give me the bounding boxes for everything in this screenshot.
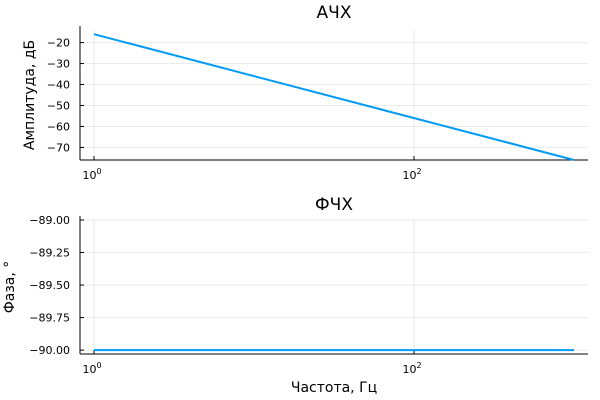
y-tick-label: −60: [47, 120, 70, 133]
chart-title: АЧХ: [317, 3, 352, 23]
y-tick-label: −30: [47, 58, 70, 71]
y-tick-label: −50: [47, 99, 70, 112]
y-tick-label: −89.25: [29, 247, 70, 260]
chart-title: ФЧХ: [315, 195, 353, 215]
series-line: [93, 33, 575, 161]
phase-panel: −89.00 −89.25 −89.50 −89.75 −90.00 100 102 ФЧХ Ф…: [2, 195, 588, 396]
magnitude-panel: −20 −30 −40 −50 −60 −70 100 102 АЧХ Амплитуда, дБ: [22, 3, 588, 182]
x-tick-label: 100: [82, 361, 101, 376]
y-tick-label: −89.75: [29, 312, 70, 325]
y-tick-label: −40: [47, 79, 70, 92]
x-tick-label: 100: [82, 167, 101, 182]
y-axis-label: Фаза, °: [2, 261, 18, 314]
y-tick-label: −20: [47, 37, 70, 50]
y-tick-label: −70: [47, 141, 70, 154]
x-axis-label: Частота, Гц: [291, 380, 377, 396]
y-tick-label: −90.00: [29, 344, 70, 357]
y-axis-label: Амплитуда, дБ: [22, 40, 38, 150]
y-tick-label: −89.00: [29, 214, 70, 227]
x-tick-label: 102: [402, 361, 421, 376]
x-tick-label: 102: [402, 167, 421, 182]
y-tick-label: −89.50: [29, 279, 70, 292]
